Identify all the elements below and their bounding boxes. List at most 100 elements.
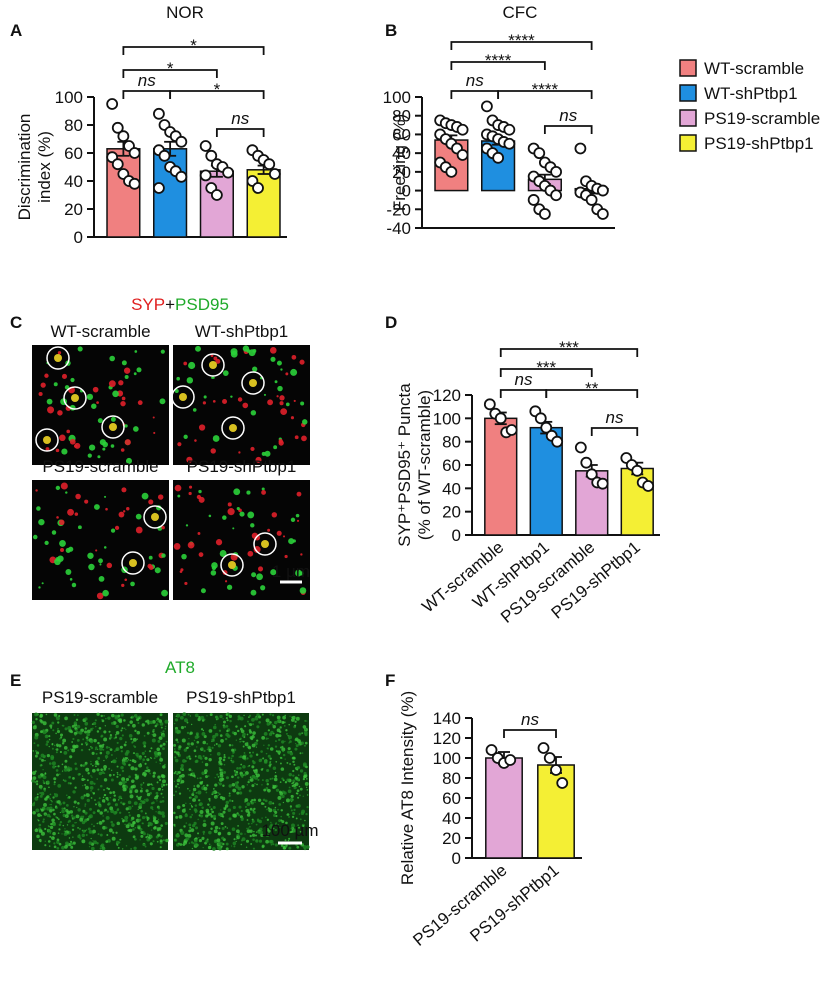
- stain: [49, 825, 54, 829]
- stain: [56, 773, 59, 777]
- stain: [48, 738, 51, 741]
- stain: [270, 823, 273, 826]
- highlight-circle: [221, 416, 245, 440]
- stain: [303, 775, 306, 779]
- stain: [49, 804, 51, 806]
- stain: [214, 776, 216, 779]
- puncta: [264, 450, 271, 457]
- stain: [77, 773, 81, 776]
- puncta: [137, 400, 143, 406]
- stain: [115, 840, 120, 845]
- stain: [66, 833, 69, 835]
- stain: [266, 722, 270, 726]
- stain: [269, 762, 272, 765]
- stain: [63, 750, 68, 755]
- stain: [188, 768, 192, 772]
- stain: [290, 827, 293, 830]
- puncta: [56, 516, 59, 519]
- stain: [237, 776, 240, 779]
- stain: [164, 725, 167, 728]
- stain: [202, 729, 205, 732]
- stain: [260, 768, 264, 771]
- stain: [61, 763, 64, 766]
- stain: [189, 808, 191, 811]
- stain: [94, 725, 97, 728]
- stain: [71, 824, 75, 828]
- stain: [292, 781, 295, 784]
- stain: [192, 842, 195, 845]
- data-point: [199, 169, 212, 182]
- stain: [239, 716, 244, 721]
- stain: [134, 775, 139, 780]
- stain: [237, 814, 241, 817]
- puncta: [301, 435, 307, 442]
- puncta: [290, 368, 298, 376]
- stain: [252, 809, 255, 812]
- stain: [57, 765, 60, 768]
- stain: [78, 833, 81, 836]
- stain: [288, 735, 293, 740]
- stain: [109, 748, 113, 751]
- stain: [178, 814, 183, 819]
- stain: [273, 813, 277, 817]
- stain: [247, 822, 250, 825]
- stain: [109, 733, 113, 737]
- stain: [140, 783, 143, 787]
- stain: [80, 743, 84, 746]
- stain: [289, 797, 294, 802]
- stain: [299, 830, 302, 833]
- stain: [222, 777, 224, 779]
- stain: [184, 833, 189, 838]
- stain: [257, 830, 261, 834]
- stain: [136, 814, 141, 818]
- stain: [40, 753, 45, 758]
- puncta: [32, 534, 38, 540]
- stain: [136, 738, 138, 740]
- stain: [181, 808, 186, 813]
- stain: [146, 835, 149, 837]
- puncta: [293, 399, 296, 403]
- stain: [193, 739, 196, 742]
- stain: [191, 813, 194, 816]
- stain: [261, 779, 264, 782]
- stain: [271, 714, 275, 717]
- stain: [203, 785, 205, 787]
- significance-bracket: [215, 128, 265, 137]
- stain: [124, 819, 128, 823]
- stain: [134, 767, 138, 771]
- stain: [217, 845, 221, 850]
- stain: [192, 791, 195, 793]
- stain: [282, 779, 285, 782]
- puncta: [280, 368, 283, 371]
- puncta: [41, 582, 44, 585]
- stain: [277, 823, 279, 826]
- image-label: WT-shPtbp1: [195, 322, 289, 341]
- stain: [53, 842, 56, 845]
- puncta: [291, 354, 297, 360]
- stain: [217, 832, 221, 836]
- puncta: [302, 419, 308, 425]
- stain: [49, 832, 52, 834]
- stain: [222, 758, 226, 762]
- stain: [300, 741, 305, 745]
- stain: [72, 790, 76, 794]
- puncta: [51, 530, 57, 535]
- puncta: [276, 395, 279, 398]
- stain: [292, 769, 295, 773]
- stain: [34, 770, 37, 773]
- stain: [36, 795, 39, 799]
- stain: [289, 752, 294, 756]
- stain: [203, 769, 208, 773]
- stain: [152, 720, 156, 724]
- stain: [225, 776, 229, 780]
- stain: [31, 720, 36, 724]
- stain: [176, 778, 181, 783]
- puncta: [105, 507, 108, 511]
- puncta: [188, 361, 196, 370]
- stain: [255, 746, 258, 748]
- puncta: [173, 543, 181, 550]
- data-point: [175, 135, 188, 148]
- stain: [78, 730, 83, 735]
- stain: [180, 779, 185, 784]
- puncta: [102, 589, 109, 597]
